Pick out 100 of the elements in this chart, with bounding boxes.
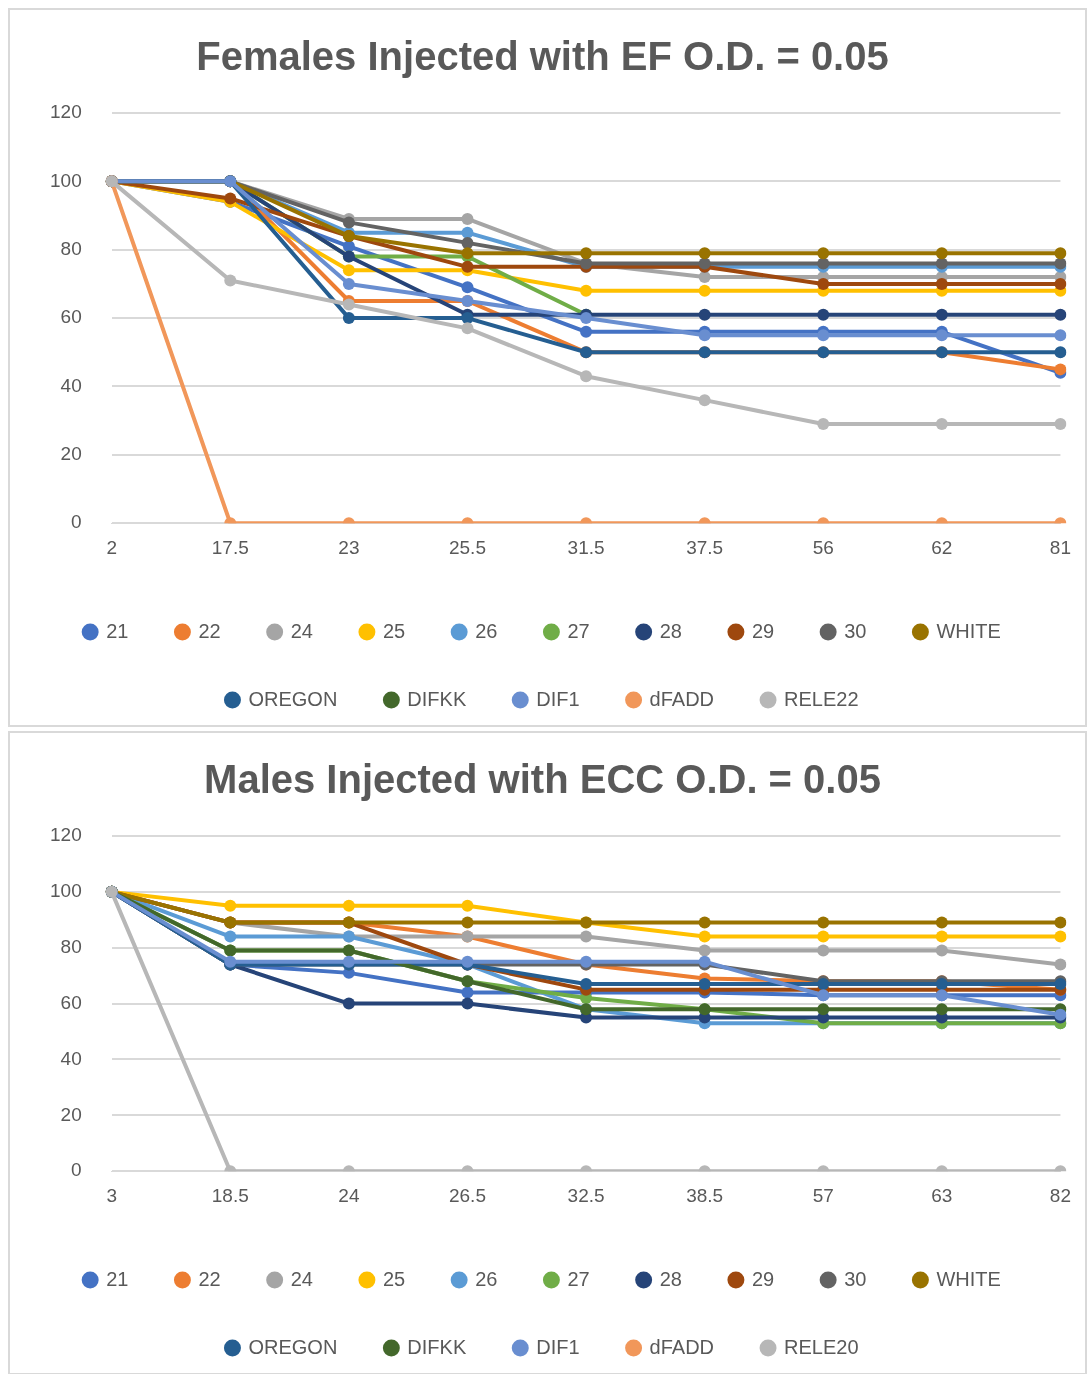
point [698,394,711,407]
legend-label: WHITE [936,1267,1001,1290]
y-tick-label: 20 [60,443,82,465]
legend-label: DIF1 [536,1335,580,1358]
point [698,329,711,342]
y-tick-label: 100 [50,169,82,191]
x-tick-label: 37.5 [686,536,724,558]
y-tick-label: 20 [60,1103,82,1125]
legend-label: 22 [198,1267,221,1290]
y-tick-label: 120 [50,824,82,846]
point [342,899,355,912]
point [935,277,948,290]
point [935,916,948,929]
point [342,997,355,1010]
point [342,277,355,290]
y-tick-label: 0 [71,1159,82,1181]
point [698,916,711,929]
point [935,418,948,431]
x-tick-label: 62 [931,536,953,558]
legend-label: 25 [382,1267,406,1290]
x-tick-label: 26.5 [448,1184,486,1206]
legend-label: OREGON [248,687,338,710]
point [224,930,237,943]
y-tick-label: 80 [60,935,82,957]
legend-label: 26 [475,619,498,642]
legend-label: 21 [106,619,129,642]
point [817,930,830,943]
point [461,260,474,273]
legend-label: 29 [751,619,775,642]
point [580,978,593,991]
x-tick-label: 81 [1049,536,1071,558]
legend-label: DIFKK [407,1335,467,1358]
point [698,284,711,297]
point [580,247,593,260]
x-tick-label: 31.5 [567,536,605,558]
point [1054,247,1067,260]
point [342,264,355,277]
point [698,247,711,260]
legend-label: 21 [106,1267,129,1290]
point [461,997,474,1010]
x-tick-label: 32.5 [567,1184,605,1206]
point [461,899,474,912]
point [817,277,830,290]
legend-label: 26 [475,1267,498,1290]
y-tick-label: 40 [60,1047,82,1069]
legend-label: DIFKK [407,687,467,710]
x-tick-label: 57 [812,1184,834,1206]
point [817,1003,830,1016]
point [935,1003,948,1016]
legend-label: RELE22 [784,687,859,710]
legend-label: 28 [659,1267,682,1290]
chart-title: Females Injected with EF O.D. = 0.05 [196,34,889,79]
point [935,247,948,260]
point [224,899,237,912]
point [580,370,593,383]
x-tick-label: 38.5 [686,1184,724,1206]
legend-label: 27 [567,619,590,642]
point [461,226,474,239]
point [935,930,948,943]
point [698,944,711,957]
legend-label: WHITE [936,619,1001,642]
legend-label: 29 [751,1267,775,1290]
point [1054,329,1067,342]
legend-label: 22 [198,619,221,642]
y-tick-label: 60 [60,991,82,1013]
point [461,986,474,999]
point [698,271,711,284]
x-tick-label: 25.5 [448,536,486,558]
point [817,308,830,321]
chart-title: Males Injected with ECC O.D. = 0.05 [204,757,881,802]
point [580,325,593,338]
y-tick-label: 100 [50,880,82,902]
point [461,212,474,225]
point [1054,418,1067,431]
point [817,247,830,260]
legend-label: 27 [567,1267,590,1290]
point [461,281,474,294]
legend-label: 24 [290,1267,313,1290]
point [817,418,830,431]
point [698,308,711,321]
point [935,308,948,321]
point [817,944,830,957]
y-tick-label: 40 [60,374,82,396]
legend-label: dFADD [649,687,715,710]
x-tick-label: 2 [106,536,117,558]
y-tick-label: 120 [50,101,82,123]
point [580,930,593,943]
point [580,284,593,297]
point [817,329,830,342]
point [1054,958,1067,971]
x-tick-label: 24 [338,1184,360,1206]
y-tick-label: 80 [60,237,82,259]
x-tick-label: 82 [1049,1184,1071,1206]
legend-label: 30 [844,1267,867,1290]
point [698,978,711,991]
point [1054,930,1067,943]
point [817,916,830,929]
y-tick-label: 0 [71,511,82,533]
x-tick-label: 56 [812,536,834,558]
legend-label: dFADD [649,1335,715,1358]
